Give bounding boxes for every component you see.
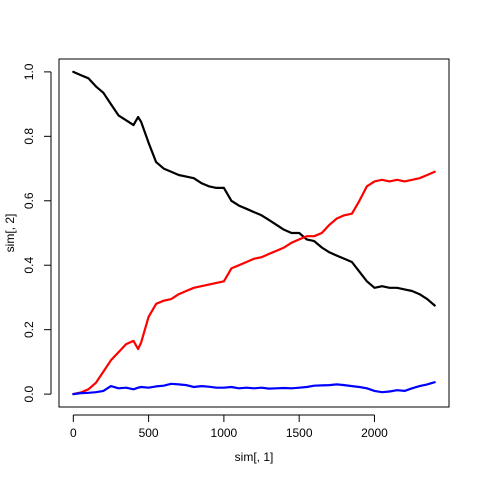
series-line-1 — [72, 70, 436, 307]
x-tick-label: 2000 — [361, 426, 388, 440]
x-tick-label: 1500 — [286, 426, 313, 440]
y-tick-label: 0.4 — [22, 257, 36, 274]
series-line-3 — [72, 381, 436, 396]
x-tick-label: 1000 — [211, 426, 238, 440]
y-tick-label: 1.0 — [22, 63, 36, 80]
y-tick-label: 0.2 — [22, 321, 36, 338]
series-layer — [72, 70, 436, 396]
x-axis: 0 500 1000 1500 2000 — [70, 414, 388, 440]
y-axis-title: sim[, 2] — [3, 214, 17, 253]
y-tick-label: 0.8 — [22, 128, 36, 145]
x-tick-label: 500 — [139, 426, 159, 440]
x-tick-label: 0 — [70, 426, 77, 440]
y-axis: 0.0 0.2 0.4 0.6 0.8 1.0 — [22, 63, 52, 402]
y-tick-label: 0.6 — [22, 192, 36, 209]
y-tick-label: 0.0 — [22, 385, 36, 402]
plot-frame — [58, 58, 450, 408]
series-line-2 — [72, 170, 436, 396]
x-axis-title: sim[, 1] — [235, 450, 274, 464]
